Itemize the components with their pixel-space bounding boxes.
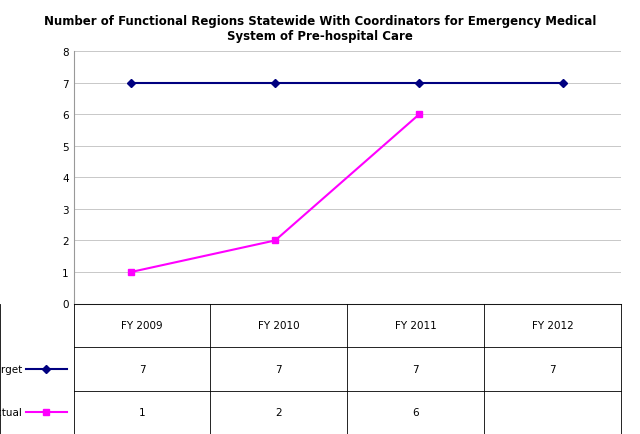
- Text: 6: 6: [412, 408, 419, 417]
- Text: Number of Functional Regions Statewide With Coordinators for Emergency Medical
S: Number of Functional Regions Statewide W…: [44, 15, 596, 43]
- Text: Target: Target: [0, 364, 22, 374]
- Text: 7: 7: [549, 364, 556, 374]
- Text: FY 2009: FY 2009: [121, 321, 163, 330]
- Text: 1: 1: [139, 408, 145, 417]
- Text: FY 2010: FY 2010: [258, 321, 300, 330]
- Text: FY 2012: FY 2012: [532, 321, 573, 330]
- Text: FY 2011: FY 2011: [395, 321, 436, 330]
- Text: 7: 7: [412, 364, 419, 374]
- Text: 2: 2: [275, 408, 282, 417]
- Text: 7: 7: [275, 364, 282, 374]
- Text: Actual: Actual: [0, 408, 22, 417]
- Text: 7: 7: [139, 364, 145, 374]
